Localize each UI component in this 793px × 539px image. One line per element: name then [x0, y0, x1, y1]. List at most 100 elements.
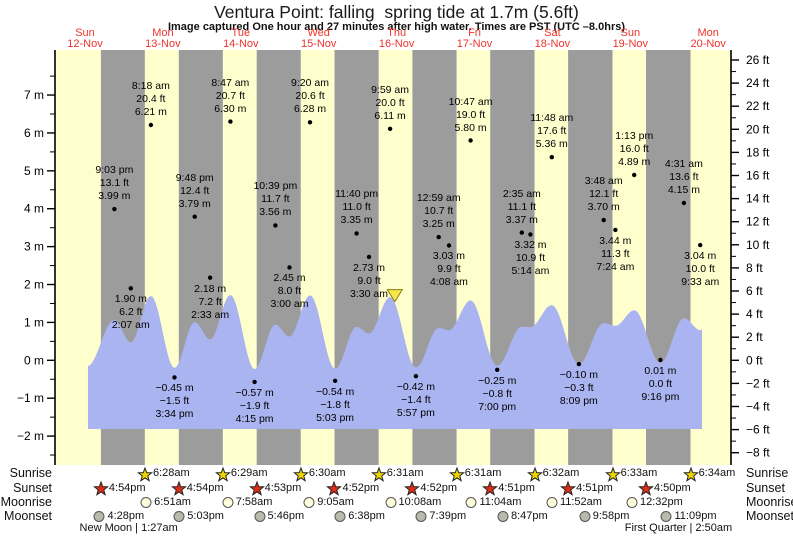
tide-event-dot: [366, 254, 372, 260]
tide-annotation-line: 1:13 pm: [615, 129, 654, 142]
day-of-week: Mon: [152, 27, 174, 39]
tide-annotation-line: 2:35 am: [502, 187, 541, 200]
day-label: Tue 14-Nov: [206, 28, 276, 50]
tide-annotation-line: 9:16 pm: [641, 390, 680, 403]
tide-annotation-line: 9:59 am: [371, 83, 410, 96]
right-axis-tick-label: 22 ft: [746, 99, 770, 113]
tide-annotation: −0.45 m −1.5 ft 3:34 pm: [129, 382, 219, 421]
tide-event-dot: [307, 120, 313, 125]
left-axis-tick-label: 4 m: [24, 202, 44, 216]
moonrise-time: 7:58am: [235, 495, 273, 508]
moonset-circle-icon: [413, 508, 429, 525]
tide-event-dot: [252, 379, 257, 385]
day-date: 19-Nov: [612, 38, 649, 50]
tide-annotation-line: 11.1 ft: [507, 200, 537, 213]
tide-event-dot: [446, 243, 452, 248]
sunrise-time: 6:33am: [620, 467, 658, 479]
tide-event-dot: [332, 378, 338, 383]
row-label-moonset-left: Moonset: [4, 508, 52, 523]
moonset-time: 4:28pm: [107, 509, 145, 522]
row-label-sunset-left: Sunset: [13, 480, 52, 495]
sunset-star-icon: [404, 480, 421, 497]
right-axis-tick-label: 14 ft: [746, 192, 770, 206]
right-axis-tick-label: 4 ft: [746, 307, 763, 321]
tide-annotation-line: 11.0 ft: [342, 201, 371, 214]
sunset-time: 4:51pm: [498, 481, 535, 494]
sunset-time: 4:52pm: [342, 481, 380, 494]
tide-annotation-line: 3:34 pm: [155, 408, 194, 421]
tide-event-dot: [613, 227, 618, 233]
tide-annotation: 11:48 am 17.6 ft 5.36 m: [507, 112, 597, 151]
tide-annotation: 9:20 am 20.6 ft 6.28 m: [265, 77, 355, 116]
tide-annotation: 2.73 m 9.0 ft 3:30 am: [324, 262, 414, 301]
tide-annotation-line: 20.0 ft: [375, 96, 405, 109]
tide-annotation-line: 20.4 ft: [136, 92, 166, 105]
tide-event-dot: [354, 231, 359, 236]
tide-annotation-line: 11.7 ft: [261, 193, 290, 206]
tide-annotation-line: 3.79 m: [178, 197, 211, 210]
tide-event-dot: [698, 242, 703, 248]
tide-annotation-line: 5:57 pm: [396, 407, 435, 420]
tide-event-dot: [413, 374, 419, 379]
day-label: Fri 17-Nov: [440, 28, 510, 50]
tide-annotation-line: 8:09 pm: [559, 395, 598, 408]
tide-annotation: 3:48 am 12.1 ft 3.70 m: [559, 175, 649, 214]
moonrise-time: 6:51am: [154, 495, 191, 508]
day-of-week: Thu: [387, 27, 407, 39]
tide-annotation-line: 4:15 pm: [235, 412, 274, 425]
tide-annotation-line: 3.25 m: [422, 218, 455, 231]
moonset-time: 6:38pm: [348, 509, 385, 522]
sunset-star-icon: [560, 480, 577, 497]
tide-event-dot: [549, 155, 554, 160]
tide-annotation-line: 7.2 ft: [198, 295, 222, 308]
tide-annotation-line: 13.1 ft: [99, 177, 129, 190]
tide-annotation-line: 10.0 ft: [685, 263, 715, 276]
moon-phase-label: New Moon | 1:27am: [79, 522, 178, 534]
tide-event-dot: [387, 126, 393, 131]
day-of-week: Wed: [307, 27, 330, 39]
moonrise-time: 9:05am: [317, 495, 354, 508]
moonset-time: 9:58pm: [592, 509, 630, 522]
sunrise-time: 6:34am: [698, 467, 736, 479]
tide-event-dot: [192, 214, 197, 219]
tide-annotation-line: 8:18 am: [131, 79, 170, 92]
tide-annotation: −0.57 m −1.9 ft 4:15 pm: [210, 387, 300, 426]
tide-annotation-line: 12:59 am: [416, 192, 461, 205]
moonrise-circle-icon: [544, 494, 560, 511]
left-axis-tick-label: 7 m: [24, 88, 44, 102]
sunset-time: 4:51pm: [576, 481, 613, 494]
tide-annotation: 9:48 pm 12.4 ft 3.79 m: [150, 172, 240, 211]
moonrise-time: 10:08am: [398, 495, 442, 508]
right-axis-tick-label: −8 ft: [746, 446, 770, 460]
sunset-star-icon: [482, 480, 499, 497]
day-date: 16-Nov: [378, 38, 415, 50]
moonrise-time: 12:32pm: [640, 495, 683, 508]
day-of-week: Sun: [75, 27, 95, 39]
sunset-star-icon: [170, 480, 187, 497]
left-axis-tick-label: −1 m: [17, 391, 44, 405]
right-axis-tick-label: 8 ft: [746, 261, 763, 275]
tide-annotation-line: −0.54 m: [315, 385, 355, 398]
left-axis-tick-label: 0 m: [24, 353, 44, 367]
moonset-circle-icon: [91, 508, 107, 525]
tide-annotation-line: −0.25 m: [478, 374, 517, 387]
moonset-time: 5:46pm: [267, 509, 305, 522]
right-axis-tick-label: 26 ft: [746, 53, 770, 67]
day-label: Mon 20-Nov: [673, 28, 743, 50]
tide-annotation-line: 10.9 ft: [515, 252, 546, 265]
tide-event-dot: [601, 217, 606, 223]
tide-annotation-line: 0.0 ft: [648, 377, 673, 390]
tide-annotation-line: 20.7 ft: [215, 89, 245, 102]
tide-annotation-line: 0.01 m: [644, 364, 677, 377]
tide-event-dot: [681, 200, 687, 206]
tide-event-dot: [172, 375, 177, 380]
tide-event-dot: [273, 223, 278, 228]
sunrise-time: 6:32am: [542, 467, 580, 479]
tide-annotation-line: 2.45 m: [273, 272, 306, 285]
sunset-star-icon: [637, 480, 655, 497]
sunrise-time: 6:31am: [464, 467, 502, 479]
tide-annotation-line: 11:48 am: [530, 112, 574, 125]
tide-annotation-line: 6.28 m: [293, 103, 327, 116]
